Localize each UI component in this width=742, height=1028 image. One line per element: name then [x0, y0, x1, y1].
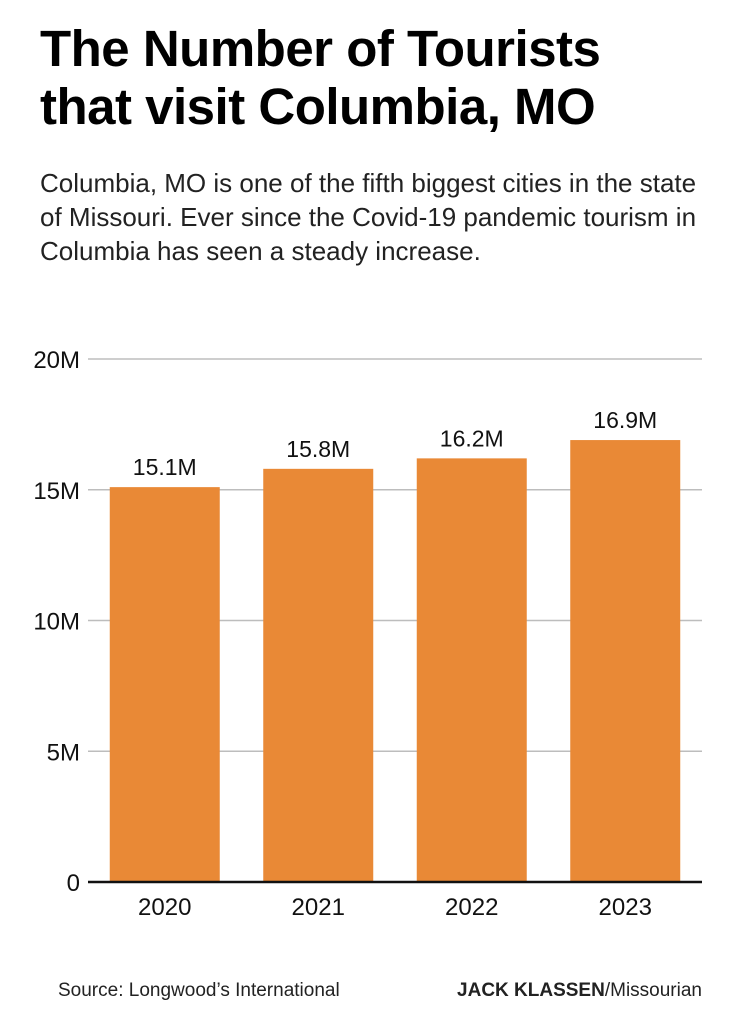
credit-org: /Missourian — [604, 980, 702, 1001]
data-label: 16.2M — [440, 425, 504, 451]
bar — [416, 458, 527, 882]
credit-line: JACK KLASSEN/Missourian — [457, 980, 702, 1002]
y-tick-label: 20M — [33, 347, 80, 374]
x-tick-label: 2022 — [445, 894, 498, 921]
data-label: 16.9M — [593, 407, 657, 433]
chart-subtitle: Columbia, MO is one of the fifth biggest… — [40, 168, 697, 266]
source-note: Source: Longwood’s International — [58, 980, 340, 1001]
x-tick-label: 2021 — [292, 894, 345, 921]
bar — [570, 440, 681, 882]
chart-footer: Source: Longwood’s International JACK KL… — [58, 980, 702, 1006]
y-tick-label: 10M — [33, 609, 80, 636]
chart-title-line-2: that visit Columbia, MO — [40, 78, 596, 135]
bar — [109, 487, 220, 882]
x-tick-label: 2020 — [138, 894, 191, 921]
chart-title-line-1: The Number of Tourists — [40, 20, 601, 77]
y-tick-label: 15M — [33, 478, 80, 505]
data-label: 15.8M — [286, 436, 350, 462]
credit-name: JACK KLASSEN — [457, 980, 605, 1001]
bar — [263, 468, 374, 882]
x-tick-label: 2023 — [599, 894, 652, 921]
data-label: 15.1M — [133, 454, 197, 480]
y-tick-label: 0 — [67, 870, 80, 897]
chart-title: The Number of Tourists that visit Columb… — [40, 20, 720, 136]
y-tick-label: 5M — [47, 739, 80, 766]
